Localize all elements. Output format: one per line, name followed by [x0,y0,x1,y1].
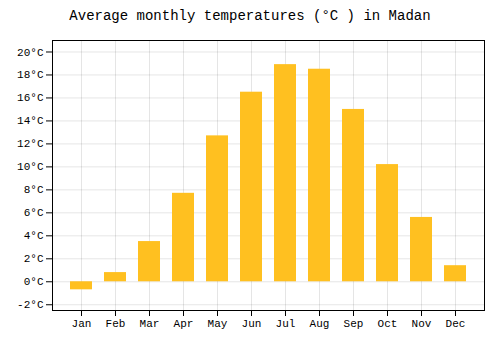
svg-text:6°C: 6°C [24,207,44,219]
svg-text:12°C: 12°C [17,138,44,150]
svg-text:20°C: 20°C [17,47,44,59]
svg-text:4°C: 4°C [24,230,44,242]
svg-text:Aug: Aug [310,318,330,330]
svg-text:Feb: Feb [106,318,126,330]
svg-text:Mar: Mar [140,318,160,330]
html-text:Average monthly temperatures (: Average monthly temperatures (°C ) in Ma… [69,8,431,24]
svg-text:10°C: 10°C [17,161,44,173]
svg-text:Jun: Jun [242,318,262,330]
svg-text:16°C: 16°C [17,92,44,104]
svg-text:May: May [208,318,228,330]
svg-text:-2°C: -2°C [17,299,44,311]
svg-text:Sep: Sep [344,318,364,330]
svg-text:Dec: Dec [446,318,466,330]
svg-text:Nov: Nov [412,318,432,330]
svg-text:Jul: Jul [276,318,296,330]
svg-text:Jan: Jan [72,318,92,330]
svg-text:14°C: 14°C [17,115,44,127]
svg-text:8°C: 8°C [24,184,44,196]
svg-text:Oct: Oct [378,318,398,330]
svg-text:Apr: Apr [174,318,194,330]
svg-text:0°C: 0°C [24,276,44,288]
svg-text:18°C: 18°C [17,69,44,81]
svg-text:2°C: 2°C [24,253,44,265]
